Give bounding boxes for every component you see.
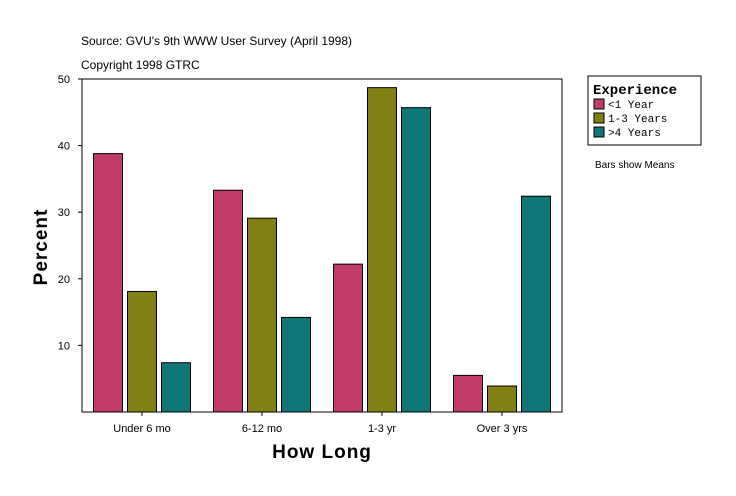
bar-1-3-years-over-3-yrs [487,385,517,413]
x-axis: Under 6 mo 6-12 mo 1-3 yr Over 3 yrs [113,412,528,435]
bar-1-3-years-6-12-mo [247,217,277,413]
chart-note: Bars show Means [595,160,674,171]
y-tick-label: 40 [58,141,70,153]
legend-swatch [593,126,605,138]
bar-1-year-1-3-yr [333,263,363,413]
legend-title: Experience [593,83,677,99]
y-tick-label: 30 [58,207,70,219]
x-tick-label: Under 6 mo [113,423,170,435]
y-axis: 10 20 30 40 50 [58,74,82,352]
legend-box [587,75,702,146]
bar-1-3-years-1-3-yr [367,87,397,413]
legend-label: <1 Year [608,100,654,112]
x-tick-label: 6-12 mo [242,423,282,435]
y-tick-label: 20 [58,274,70,286]
legend-label: 1-3 Years [608,114,667,126]
legend-items: <1 Year 1-3 Years >4 Years [593,98,667,140]
bar-4-years-1-3-yr [401,107,431,413]
bar-4-years-over-3-yrs [521,195,551,413]
x-axis-title: How Long [272,442,372,463]
y-tick-label: 50 [58,74,70,86]
copyright-line: Copyright 1998 GTRC [81,58,200,72]
y-axis-title: Percent [31,209,52,286]
bar-1-year-6-12-mo [213,189,243,413]
legend-label: >4 Years [608,128,661,140]
bar-1-year-over-3-yrs [453,374,483,413]
bar-group [93,87,551,413]
plot-area [81,78,563,413]
legend-swatch [593,112,605,124]
bar-4-years-6-12-mo [281,316,311,413]
source-line: Source: GVU's 9th WWW User Survey (April… [81,34,352,48]
y-tick-label: 10 [58,340,70,352]
legend-swatch [593,98,605,110]
x-tick-label: Over 3 yrs [477,423,528,435]
x-tick-label: 1-3 yr [368,423,396,435]
legend: Experience <1 Year 1-3 Years >4 Years [587,75,702,146]
bar-4-years-under-6-mo [161,362,191,413]
bar-1-year-under-6-mo [93,153,123,413]
bar-1-3-years-under-6-mo [127,290,157,413]
